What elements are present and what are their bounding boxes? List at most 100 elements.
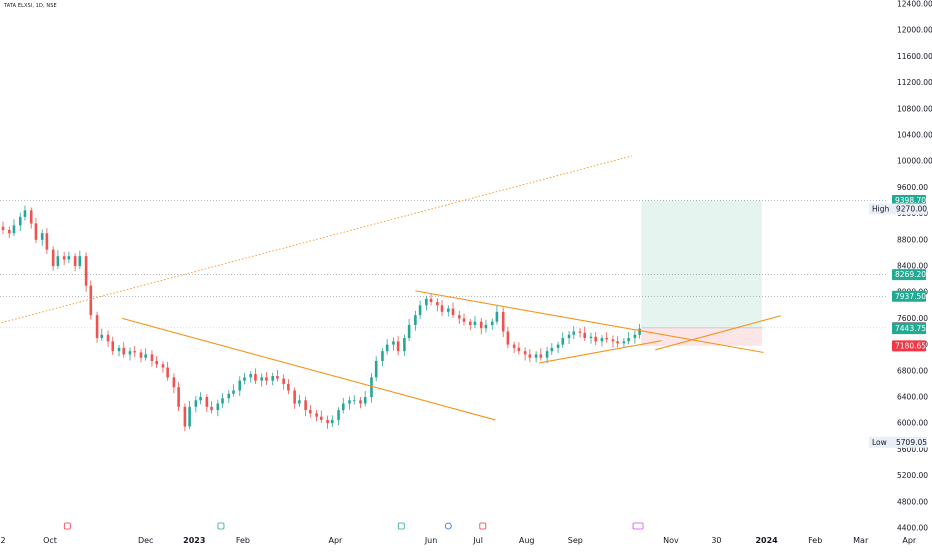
candle-body[interactable]	[34, 223, 38, 240]
candle-body[interactable]	[23, 210, 27, 217]
candle-body[interactable]	[254, 374, 257, 381]
candle-body[interactable]	[589, 336, 593, 339]
candle-body[interactable]	[210, 406, 213, 411]
candle-body[interactable]	[1, 226, 5, 230]
candle-body[interactable]	[73, 256, 77, 266]
candle-body[interactable]	[56, 256, 60, 266]
candle-body[interactable]	[51, 249, 55, 266]
candle-body[interactable]	[425, 298, 428, 306]
earnings-event-icon[interactable]	[63, 522, 71, 530]
candle-body[interactable]	[7, 229, 11, 234]
candle-body[interactable]	[172, 377, 176, 388]
candle-body[interactable]	[370, 377, 373, 397]
dividend-event-icon[interactable]	[397, 522, 405, 530]
candle-body[interactable]	[429, 298, 433, 303]
candle-body[interactable]	[561, 338, 565, 345]
candle-body[interactable]	[495, 311, 499, 322]
candle-body[interactable]	[111, 341, 115, 352]
candle-body[interactable]	[578, 331, 582, 333]
earnings-event-icon[interactable]	[479, 522, 487, 530]
candle-body[interactable]	[605, 338, 608, 340]
candle-body[interactable]	[232, 390, 235, 394]
candle-body[interactable]	[414, 315, 417, 325]
candle-body[interactable]	[183, 406, 187, 427]
candle-body[interactable]	[133, 351, 137, 353]
candle-body[interactable]	[144, 354, 147, 358]
candle-body[interactable]	[622, 341, 626, 344]
candle-body[interactable]	[330, 419, 334, 424]
candle-body[interactable]	[117, 347, 121, 352]
candle-body[interactable]	[243, 377, 246, 381]
candle-body[interactable]	[539, 354, 543, 358]
candle-body[interactable]	[436, 302, 439, 306]
candle-body[interactable]	[512, 344, 516, 348]
candle-body[interactable]	[352, 400, 356, 402]
candle-body[interactable]	[199, 397, 202, 401]
candle-body[interactable]	[293, 390, 296, 404]
candle-body[interactable]	[150, 354, 154, 361]
candle-body[interactable]	[341, 403, 345, 411]
candle-body[interactable]	[611, 339, 615, 342]
candle-body[interactable]	[188, 406, 191, 427]
candle-body[interactable]	[276, 376, 279, 379]
candle-body[interactable]	[62, 256, 66, 260]
candle-body[interactable]	[479, 321, 483, 329]
candle-body[interactable]	[12, 225, 16, 234]
candle-body[interactable]	[627, 338, 630, 342]
candle-body[interactable]	[534, 354, 538, 358]
position-target-zone[interactable]	[641, 200, 762, 328]
candle-body[interactable]	[89, 285, 93, 316]
candle-body[interactable]	[385, 344, 389, 352]
candle-body[interactable]	[18, 216, 22, 226]
candle-body[interactable]	[304, 400, 307, 411]
candle-body[interactable]	[320, 416, 323, 420]
candle-body[interactable]	[418, 305, 422, 316]
candle-body[interactable]	[287, 383, 290, 391]
trend-line[interactable]	[655, 315, 781, 351]
candle-body[interactable]	[457, 315, 461, 319]
candle-body[interactable]	[271, 376, 274, 381]
candle-body[interactable]	[194, 400, 198, 407]
candle-body[interactable]	[517, 347, 521, 352]
candle-body[interactable]	[326, 419, 329, 424]
candle-body[interactable]	[638, 328, 641, 335]
trend-line[interactable]	[415, 290, 764, 354]
candle-body[interactable]	[45, 233, 49, 250]
candle-body[interactable]	[501, 311, 505, 332]
candle-body[interactable]	[216, 403, 220, 411]
candle-body[interactable]	[238, 380, 242, 391]
candle-body[interactable]	[392, 341, 395, 345]
candle-body[interactable]	[374, 360, 378, 378]
candle-body[interactable]	[40, 233, 44, 240]
candle-body[interactable]	[161, 364, 165, 368]
candle-body[interactable]	[583, 332, 587, 339]
candle-body[interactable]	[447, 308, 450, 312]
candle-body[interactable]	[84, 256, 88, 286]
trend-line[interactable]	[122, 317, 496, 421]
candle-body[interactable]	[249, 374, 253, 378]
candle-body[interactable]	[348, 400, 351, 404]
candle-body[interactable]	[205, 397, 209, 407]
candle-body[interactable]	[282, 378, 285, 384]
candle-body[interactable]	[359, 400, 362, 404]
candle-body[interactable]	[403, 338, 406, 352]
candle-body[interactable]	[451, 308, 455, 316]
candle-body[interactable]	[396, 341, 400, 352]
candle-body[interactable]	[155, 360, 158, 365]
candle-body[interactable]	[177, 387, 180, 407]
upcoming-earnings-event-icon[interactable]	[632, 522, 644, 530]
candle-body[interactable]	[462, 318, 466, 322]
candle-body[interactable]	[545, 351, 549, 358]
candle-body[interactable]	[440, 305, 444, 312]
candle-body[interactable]	[594, 336, 598, 342]
candle-body[interactable]	[221, 398, 224, 404]
dividend-event-icon[interactable]	[217, 522, 225, 530]
candle-body[interactable]	[166, 367, 169, 378]
candle-body[interactable]	[484, 324, 488, 329]
candle-body[interactable]	[309, 410, 312, 414]
candle-body[interactable]	[128, 351, 132, 355]
candle-body[interactable]	[363, 397, 367, 404]
candle-body[interactable]	[490, 321, 494, 325]
candle-body[interactable]	[78, 256, 82, 266]
